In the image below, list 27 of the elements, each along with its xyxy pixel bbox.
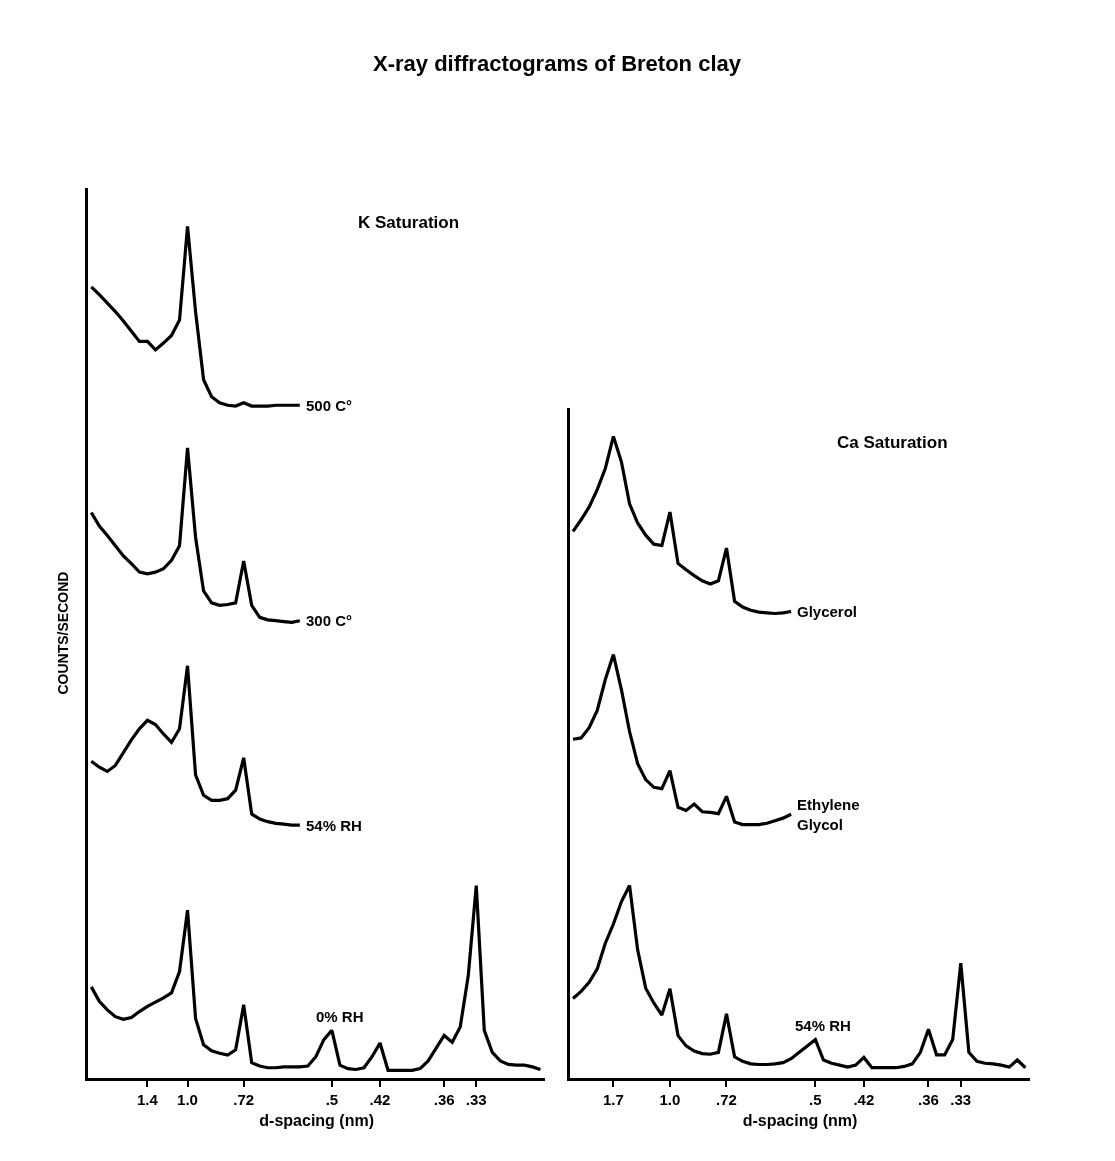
x-axis-title: d-spacing (nm) xyxy=(259,1111,374,1129)
x-tick-label: .72 xyxy=(716,1090,737,1108)
series-label: 54% RH xyxy=(306,817,362,834)
x-tick-label: 1.0 xyxy=(659,1090,681,1108)
x-tick-label: .5 xyxy=(325,1090,339,1108)
x-axis-title: d-spacing (nm) xyxy=(742,1111,858,1129)
chart-title: X-ray diffractograms of Breton clay xyxy=(373,51,742,76)
x-tick-label: 1.0 xyxy=(177,1090,198,1108)
x-tick-label: .33 xyxy=(950,1090,972,1108)
chart-subtitle: Ca Saturation xyxy=(837,433,948,452)
x-tick-label: 1.7 xyxy=(602,1090,624,1108)
x-tick-label: .36 xyxy=(918,1090,939,1108)
x-tick-label: .42 xyxy=(853,1090,875,1108)
x-tick-label: 1.4 xyxy=(137,1090,159,1108)
series-label: Ethylene Glycol xyxy=(797,796,860,833)
y-axis-title: COUNTS/SECOND xyxy=(54,571,71,695)
x-tick-label: .72 xyxy=(233,1090,255,1108)
series-label: 0% RH xyxy=(316,1008,364,1025)
x-tick-label: .36 xyxy=(433,1090,455,1108)
x-tick-label: .33 xyxy=(465,1090,487,1108)
series-label: 300 C° xyxy=(306,612,353,629)
x-tick-label: .42 xyxy=(369,1090,391,1108)
series-label: 500 C° xyxy=(306,397,353,414)
series-label: Glycerol xyxy=(797,603,858,620)
series-label: 54% RH xyxy=(795,1017,851,1034)
x-tick-label: .5 xyxy=(809,1090,822,1108)
chart-subtitle: K Saturation xyxy=(358,213,460,232)
